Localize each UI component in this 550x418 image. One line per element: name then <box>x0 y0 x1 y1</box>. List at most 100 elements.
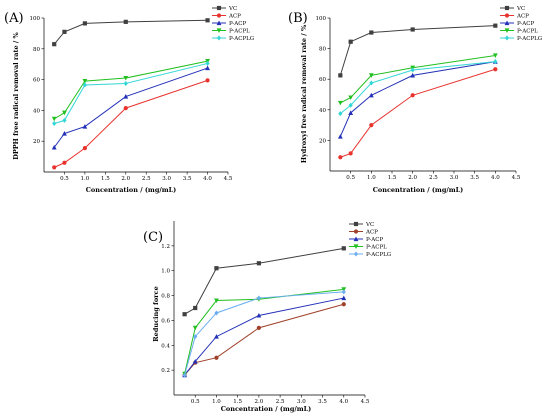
data-point-vc <box>82 21 87 26</box>
data-point-acp <box>369 123 374 128</box>
x-tick-label: 2.0 <box>408 175 417 181</box>
legend-marker <box>216 13 222 18</box>
x-tick-label: 4.0 <box>203 176 212 182</box>
data-point-vc <box>205 18 210 23</box>
x-tick-label: 1.0 <box>212 399 221 405</box>
x-tick-label: 3.5 <box>470 175 479 181</box>
legend-label: P-ACPL <box>229 29 250 35</box>
data-point-vc <box>123 19 128 24</box>
data-point-p-acplg <box>182 372 187 378</box>
series-line-p-acp <box>184 297 344 376</box>
legend-marker <box>353 221 359 227</box>
series-line-p-acpl <box>53 60 208 120</box>
series-line-acp <box>340 68 496 158</box>
y-tick-label: 1.2 <box>161 244 170 250</box>
data-point-p-acp <box>82 124 88 129</box>
x-tick-label: 2.0 <box>255 399 264 405</box>
x-tick-label: 2.5 <box>429 175 438 181</box>
data-point-p-acpl <box>51 116 57 122</box>
data-point-vc <box>214 266 219 271</box>
data-point-p-acpl <box>62 110 67 116</box>
legend-label: VC <box>516 6 525 12</box>
chart-panel-0: (A) 0.5 1.0 1.5 2.0 2.5 3.0 3.5 4.0 4.5 20 40 60 80 10… <box>4 5 254 194</box>
x-tick-label: 3.0 <box>162 176 171 182</box>
legend-label: P-ACPLG <box>517 36 542 42</box>
data-point-acp <box>493 67 498 72</box>
data-point-p-acp <box>348 110 354 115</box>
data-point-p-acplg <box>52 120 57 126</box>
series-line-p-acp <box>53 67 208 148</box>
data-point-acp <box>410 93 415 98</box>
y-tick-label: 80 <box>319 47 326 53</box>
data-point-p-acplg <box>410 67 415 73</box>
data-point-acp <box>256 325 261 330</box>
legend-label: P-ACP <box>366 237 383 243</box>
data-point-p-acpl <box>82 79 88 84</box>
legend-label: VC <box>365 222 374 228</box>
y-tick-label: 100 <box>30 16 41 22</box>
x-tick-label: 1.0 <box>367 175 376 181</box>
x-tick-label: 3.0 <box>297 399 306 405</box>
y-tick-label: 20 <box>33 139 40 145</box>
data-point-p-acpl <box>123 75 129 81</box>
data-point-p-acp <box>62 131 67 136</box>
chart-panel-2: (C) 0.5 1.0 1.5 2.0 2.5 3.0 3.5 4.0 4.5 0.2 0.4 0.6 0… <box>143 221 391 413</box>
x-tick-label: 1.0 <box>81 176 90 182</box>
y-tick-label: 0.6 <box>161 318 170 324</box>
x-axis-label: Concentration / (mg/mL) <box>373 186 464 194</box>
series-line-p-acp <box>339 61 496 137</box>
legend-marker <box>216 5 222 11</box>
data-point-p-acplg <box>214 310 219 316</box>
x-tick-label: 1.5 <box>388 175 397 181</box>
data-point-p-acp <box>192 358 198 364</box>
data-point-p-acp <box>51 144 57 150</box>
data-point-acp <box>62 160 67 165</box>
x-tick-label: 0.5 <box>60 176 69 182</box>
legend-marker <box>353 244 359 249</box>
data-point-vc <box>493 23 498 28</box>
x-tick-label: 3.0 <box>450 175 459 181</box>
x-tick-label: 3.5 <box>183 176 192 182</box>
legend-marker <box>504 5 510 11</box>
data-point-acp <box>341 302 346 307</box>
data-point-acp <box>82 146 87 151</box>
x-tick-label: 2.0 <box>121 176 130 182</box>
data-point-vc <box>348 39 353 44</box>
y-tick-label: 40 <box>33 108 40 114</box>
y-axis-label: Reducing force <box>152 286 160 341</box>
legend-label: VC <box>228 6 237 12</box>
y-axis-label: DPPH free radical removal rate / % <box>12 31 20 159</box>
x-tick-label: 2.5 <box>142 176 151 182</box>
legend-marker <box>353 236 359 242</box>
legend-marker <box>504 13 510 18</box>
data-point-acp <box>52 165 57 170</box>
y-tick-label: 80 <box>33 47 40 53</box>
legend-label: P-ACPLG <box>229 36 254 42</box>
data-point-p-acp <box>205 65 210 71</box>
data-point-p-acp <box>410 72 416 78</box>
panel-label: (C) <box>143 230 163 245</box>
data-point-p-acplg <box>205 60 210 66</box>
data-point-p-acp <box>341 295 347 301</box>
data-point-vc <box>182 312 187 317</box>
series-line-p-acplg <box>184 291 344 376</box>
data-point-vc <box>256 261 261 266</box>
series-line-vc <box>53 19 208 45</box>
data-point-p-acpl <box>192 325 198 331</box>
series-line-p-acpl <box>184 288 344 374</box>
data-point-acp <box>123 105 128 111</box>
data-point-p-acp <box>256 312 262 318</box>
x-tick-label: 4.5 <box>512 175 521 181</box>
legend-label: ACP <box>228 14 241 20</box>
series-line-vc <box>184 247 344 315</box>
x-tick-label: 2.5 <box>276 399 285 405</box>
data-point-vc <box>62 29 67 34</box>
data-point-p-acp <box>214 334 219 339</box>
data-point-vc <box>338 73 343 78</box>
legend-label: P-ACPL <box>517 29 538 35</box>
data-point-p-acplg <box>123 80 128 86</box>
y-tick-label: 1.0 <box>161 269 170 275</box>
